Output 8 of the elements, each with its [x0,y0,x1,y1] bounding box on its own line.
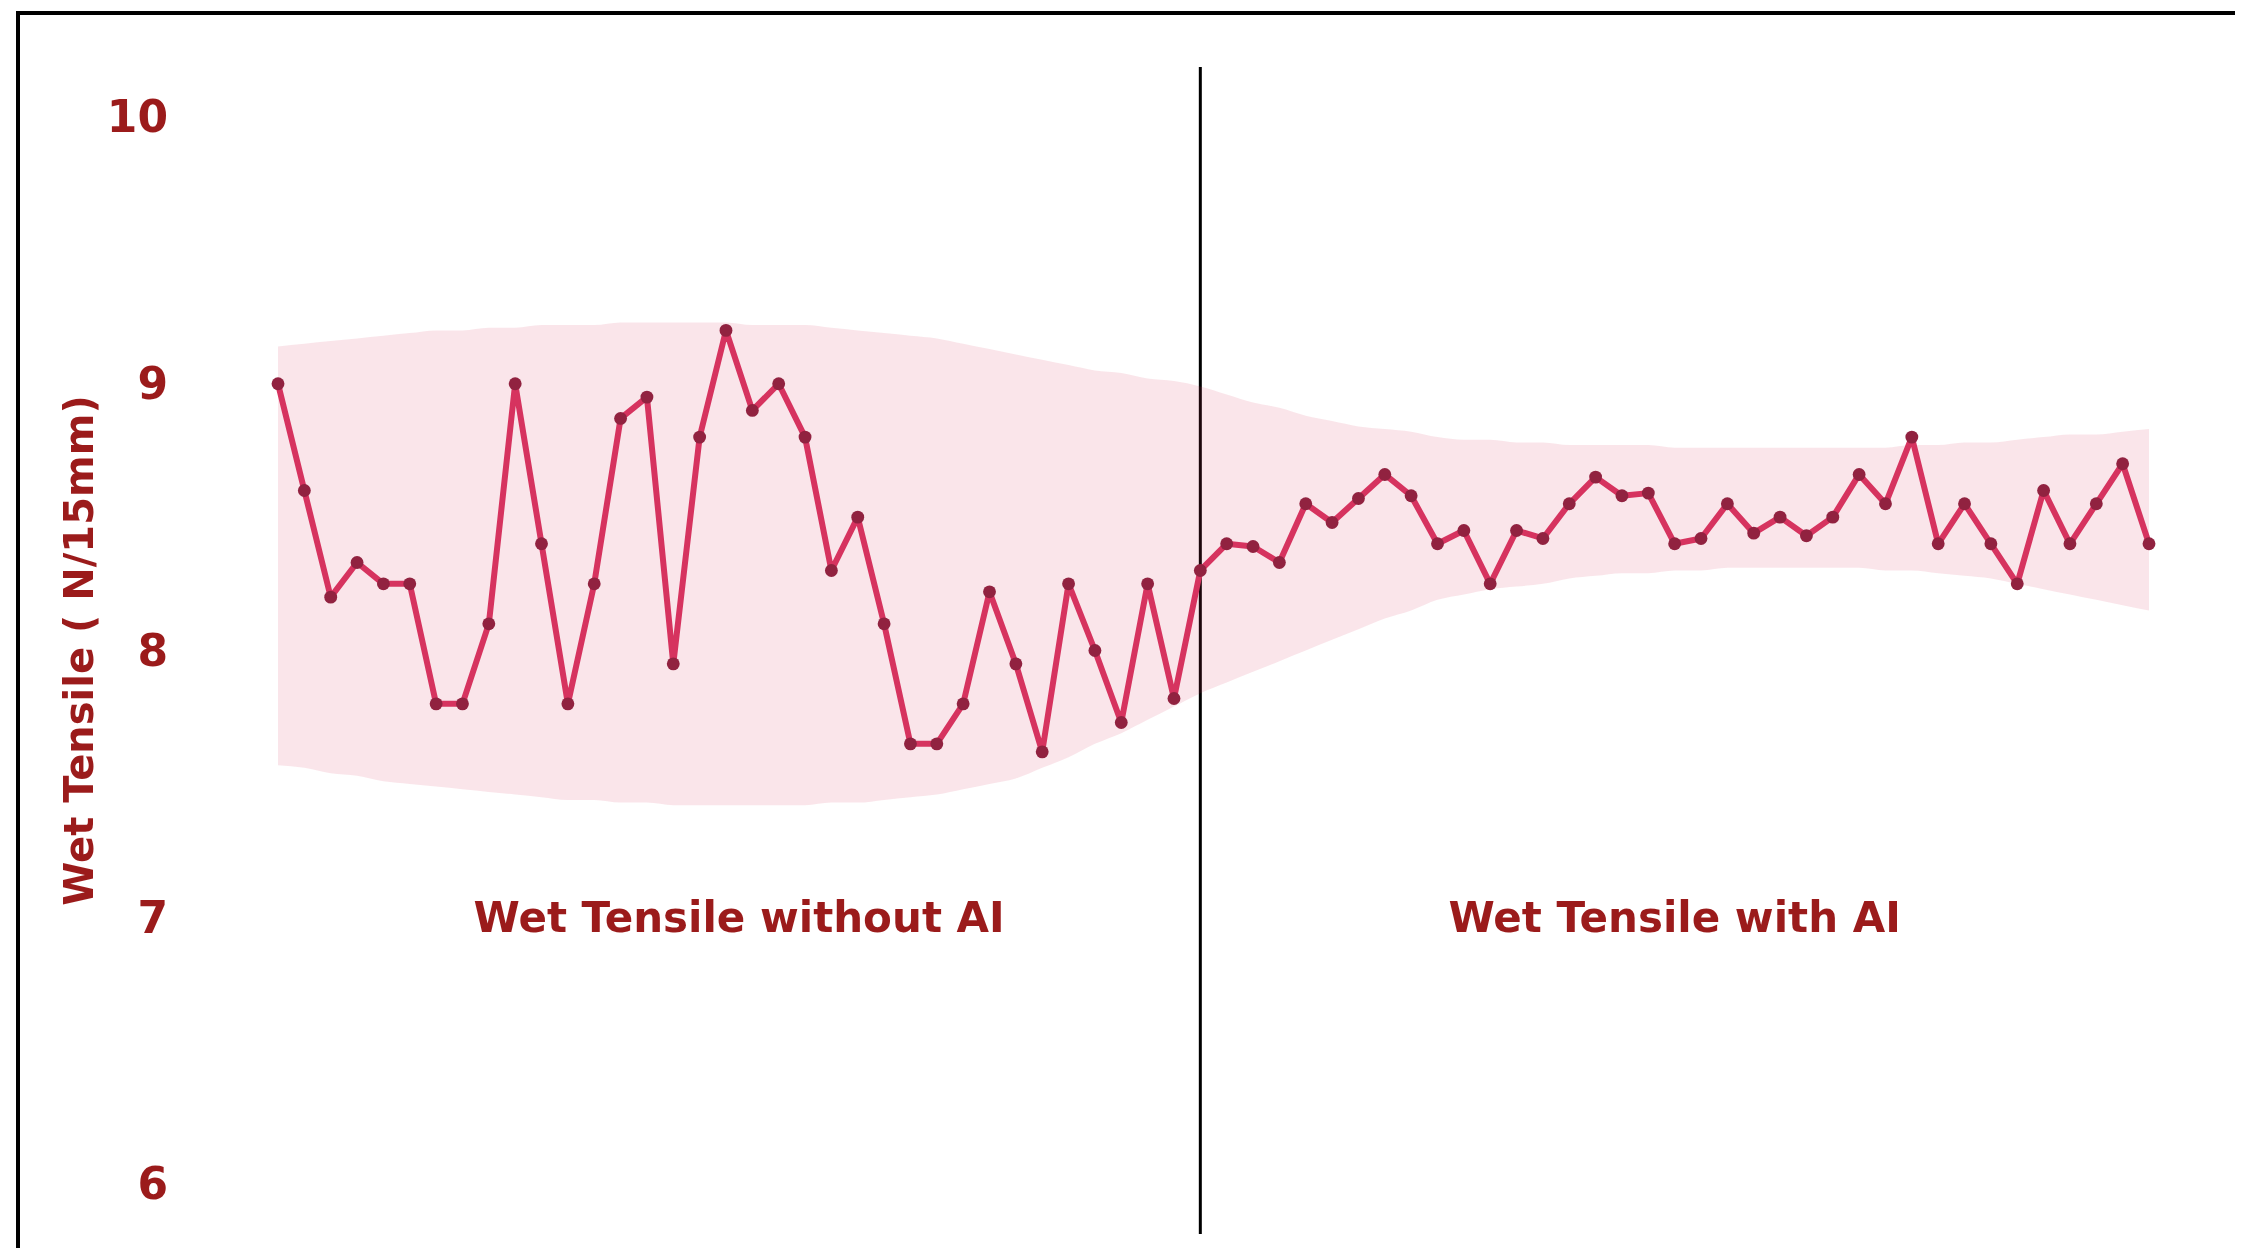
y-tick-label: 9 [137,358,168,410]
y-axis-title: Wet Tensile ( N/15mm) [56,395,102,906]
y-tick-label: 8 [137,624,168,676]
y-tick-label: 7 [137,891,168,943]
y-tick-label: 10 [106,91,168,143]
y-tick-label: 6 [137,1158,168,1210]
annotation: Wet Tensile with AI [1448,892,1901,942]
annotation: Wet Tensile without AI [473,892,1005,942]
